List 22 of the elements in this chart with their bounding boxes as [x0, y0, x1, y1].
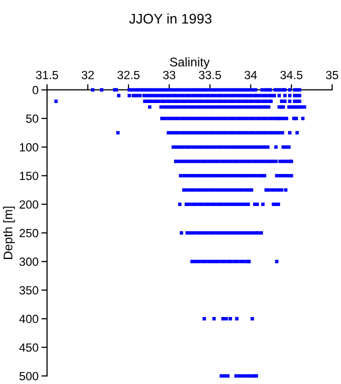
x-tick-label: 33 — [163, 70, 176, 80]
y-tick-label: 150 — [20, 172, 38, 180]
y-tick-label: 200 — [20, 200, 38, 209]
y-axis-title: Depth [m] — [3, 206, 15, 259]
chart-title: JJOY in 1993 — [129, 13, 212, 24]
y-tick-label: 0 — [32, 86, 38, 94]
x-tick-label: 34 — [244, 70, 257, 80]
x-tick-label: 32 — [82, 70, 94, 80]
x-axis-title: Salinity — [170, 57, 210, 69]
y-tick-label: 350 — [19, 286, 38, 295]
x-tick-label: 35 — [326, 70, 338, 80]
x-tick-label: 33.5 — [198, 70, 221, 80]
y-tick-label: 300 — [19, 258, 38, 266]
x-tick-label: 34.5 — [280, 70, 302, 80]
y-tick-label: 250 — [20, 228, 38, 238]
y-tick-label: 450 — [19, 343, 38, 352]
x-tick-label: 32.5 — [117, 70, 140, 80]
x-tick-label: 31.5 — [36, 70, 58, 80]
y-tick-label: 400 — [19, 314, 38, 324]
y-tick-label: 50 — [26, 114, 38, 123]
y-tick-label: 500 — [20, 372, 38, 380]
y-tick-label: 100 — [20, 143, 38, 152]
